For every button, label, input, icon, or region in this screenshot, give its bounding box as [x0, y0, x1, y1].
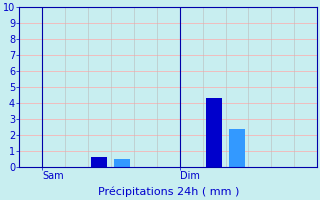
Bar — [206, 98, 222, 167]
Bar — [114, 159, 130, 167]
Bar — [229, 129, 245, 167]
Bar — [92, 157, 108, 167]
X-axis label: Précipitations 24h ( mm ): Précipitations 24h ( mm ) — [98, 187, 239, 197]
